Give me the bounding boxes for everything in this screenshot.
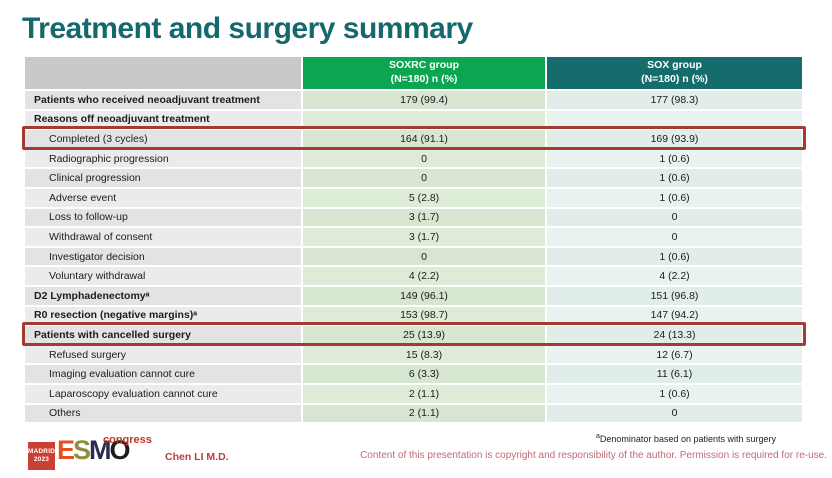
soxrc-value: 179 (99.4) xyxy=(303,91,545,109)
sox-value: 1 (0.6) xyxy=(547,384,802,403)
table-footnote: aDenominator based on patients with surg… xyxy=(596,433,776,444)
sox-value: 11 (6.1) xyxy=(547,365,802,383)
summary-table: SOXRC group (N=180) n (%) SOX group (N=1… xyxy=(22,57,806,424)
sox-value: 177 (98.3) xyxy=(547,91,802,109)
header-cell-empty xyxy=(25,57,301,89)
table-row: Clinical progression 0 1 (0.6) xyxy=(25,169,802,187)
sox-value: 169 (93.9) xyxy=(547,130,802,148)
table-body: Patients who received neoadjuvant treatm… xyxy=(22,91,806,423)
table-row: D2 Lymphadenectomyᵃ 149 (96.1) 151 (96.8) xyxy=(25,286,802,305)
esmo-letter: O xyxy=(109,435,131,465)
row-label: Patients with cancelled surgery xyxy=(25,326,301,344)
row-label: Adverse event xyxy=(25,188,301,207)
table-row: Investigator decision 0 1 (0.6) xyxy=(25,247,802,266)
esmo-letter: M xyxy=(89,435,111,465)
esmo-letter: E xyxy=(57,435,75,465)
row-label: Radiographic progression xyxy=(25,149,301,168)
sox-value: 12 (6.7) xyxy=(547,345,802,364)
sox-value: 1 (0.6) xyxy=(547,247,802,266)
sox-value: 0 xyxy=(547,208,802,227)
badge-year: 2023 xyxy=(33,456,50,463)
presenter-name: Chen LI M.D. xyxy=(165,451,229,463)
soxrc-value: 25 (13.9) xyxy=(303,326,545,344)
soxrc-value: 153 (98.7) xyxy=(303,306,545,325)
soxrc-value: 0 xyxy=(303,247,545,266)
row-label: Investigator decision xyxy=(25,247,301,266)
soxrc-group-name: SOXRC group xyxy=(389,59,459,72)
table-row: Laparoscopy evaluation cannot cure 2 (1.1… xyxy=(25,384,802,403)
footnote-text: Denominator based on patients with surge… xyxy=(599,434,776,444)
table-row: Loss to follow-up 3 (1.7) 0 xyxy=(25,208,802,227)
row-label: Clinical progression xyxy=(25,169,301,187)
table-row: Patients with cancelled surgery 25 (13.9)… xyxy=(22,322,806,346)
soxrc-value: 0 xyxy=(303,169,545,187)
footnote-marker: a xyxy=(595,433,600,440)
row-label: Refused surgery xyxy=(25,345,301,364)
soxrc-value: 4 (2.2) xyxy=(303,267,545,285)
table-row: Radiographic progression 0 1 (0.6) xyxy=(25,149,802,168)
copyright-notice: Content of this presentation is copyrigh… xyxy=(360,450,827,461)
sox-value: 0 xyxy=(547,228,802,246)
header-cell-soxrc: SOXRC group (N=180) n (%) xyxy=(303,57,545,89)
sox-value: 1 (0.6) xyxy=(547,188,802,207)
row-label: Others xyxy=(25,404,301,423)
table-row: Reasons off neoadjuvant treatment xyxy=(25,110,802,129)
table-row: Adverse event 5 (2.8) 1 (0.6) xyxy=(25,188,802,207)
table-row: Others 2 (1.1) 0 xyxy=(25,404,802,423)
page-title: Treatment and surgery summary xyxy=(22,12,473,45)
soxrc-value: 2 (1.1) xyxy=(303,404,545,423)
header-cell-sox: SOX group (N=180) n (%) xyxy=(547,57,802,89)
row-label: D2 Lymphadenectomyᵃ xyxy=(25,286,301,305)
soxrc-value: 5 (2.8) xyxy=(303,188,545,207)
slide-footer: MADRID 2023 ESMO congress Chen LI M.D. a… xyxy=(0,428,832,478)
soxrc-value: 2 (1.1) xyxy=(303,384,545,403)
table-row: Withdrawal of consent 3 (1.7) 0 xyxy=(25,228,802,246)
sox-group-name: SOX group xyxy=(647,59,702,72)
madrid-2023-badge: MADRID 2023 xyxy=(28,442,55,470)
sox-value: 147 (94.2) xyxy=(547,306,802,325)
row-label: Withdrawal of consent xyxy=(25,228,301,246)
row-label: R0 resection (negative margins)ᵃ xyxy=(25,306,301,325)
soxrc-value: 6 (3.3) xyxy=(303,365,545,383)
row-label: Loss to follow-up xyxy=(25,208,301,227)
soxrc-value: 164 (91.1) xyxy=(303,130,545,148)
sox-value: 4 (2.2) xyxy=(547,267,802,285)
sox-value: 1 (0.6) xyxy=(547,169,802,187)
esmo-letter: S xyxy=(73,435,91,465)
soxrc-value: 15 (8.3) xyxy=(303,345,545,364)
row-label: Imaging evaluation cannot cure xyxy=(25,365,301,383)
sox-group-sub: (N=180) n (%) xyxy=(641,73,708,85)
table-header-row: SOXRC group (N=180) n (%) SOX group (N=1… xyxy=(25,57,802,89)
table-row: R0 resection (negative margins)ᵃ 153 (98.… xyxy=(25,306,802,325)
row-label: Voluntary withdrawal xyxy=(25,267,301,285)
soxrc-value: 3 (1.7) xyxy=(303,208,545,227)
table-row: Patients who received neoadjuvant treatm… xyxy=(25,91,802,109)
sox-value: 0 xyxy=(547,404,802,423)
esmo-logo-text: ESMO xyxy=(57,435,131,465)
table-row: Completed (3 cycles) 164 (91.1) 169 (93.9) xyxy=(22,126,806,150)
badge-city: MADRID xyxy=(27,447,56,455)
row-label: Completed (3 cycles) xyxy=(25,130,301,148)
table-row: Voluntary withdrawal 4 (2.2) 4 (2.2) xyxy=(25,267,802,285)
congress-label: congress xyxy=(103,434,152,446)
row-label: Patients who received neoadjuvant treatm… xyxy=(25,91,301,109)
sox-value: 151 (96.8) xyxy=(547,286,802,305)
sox-value: 1 (0.6) xyxy=(547,149,802,168)
soxrc-value: 149 (96.1) xyxy=(303,286,545,305)
row-label: Laparoscopy evaluation cannot cure xyxy=(25,384,301,403)
sox-value xyxy=(547,110,802,129)
row-label: Reasons off neoadjuvant treatment xyxy=(25,110,301,129)
soxrc-value xyxy=(303,110,545,129)
soxrc-group-sub: (N=180) n (%) xyxy=(390,73,458,85)
table-row: Imaging evaluation cannot cure 6 (3.3) 11 … xyxy=(25,365,802,383)
sox-value: 24 (13.3) xyxy=(547,326,802,344)
soxrc-value: 3 (1.7) xyxy=(303,228,545,246)
table-row: Refused surgery 15 (8.3) 12 (6.7) xyxy=(25,345,802,364)
soxrc-value: 0 xyxy=(303,149,545,168)
